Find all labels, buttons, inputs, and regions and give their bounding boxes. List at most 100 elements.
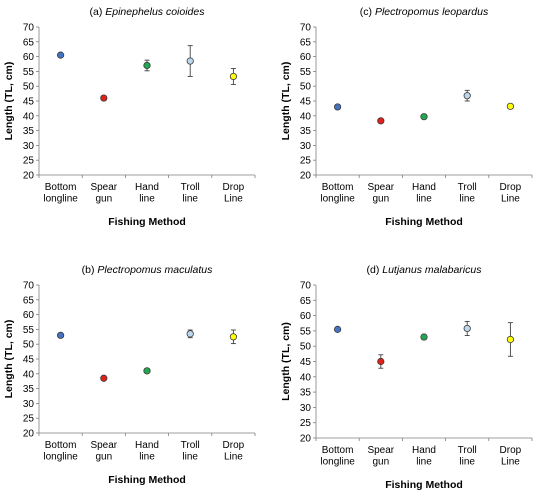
x-tick-label: Spear gun xyxy=(367,445,394,468)
x-tick-label: Bottom longline xyxy=(320,445,355,468)
y-tick-label: 55 xyxy=(23,67,35,78)
x-tick-label: Troll line xyxy=(458,445,477,468)
panel-title-species: Plectropomus maculatus xyxy=(97,264,213,276)
y-tick-label: 50 xyxy=(300,82,312,93)
x-tick-label-line: Hand xyxy=(135,440,159,451)
x-tick-label: Hand line xyxy=(412,445,436,468)
chart-panel: (d) Lutjanus malabaricus 20 25 30 35 40 45 50 55… xyxy=(280,264,533,491)
x-tick-label-line: gun xyxy=(372,194,389,205)
x-tick-label-line: Hand xyxy=(412,445,436,456)
y-tick-label: 20 xyxy=(23,171,35,182)
y-tick-label: 40 xyxy=(300,372,312,383)
data-point xyxy=(420,113,428,121)
x-tick-label: Drop Line xyxy=(500,182,522,205)
x-tick-label-line: Hand xyxy=(412,182,436,193)
x-tick-label-line: gun xyxy=(95,194,112,205)
y-tick-label: 65 xyxy=(23,37,35,48)
x-tick-label-line: Hand xyxy=(135,182,159,193)
x-tick-label: Hand line xyxy=(412,182,436,205)
x-axis-title: Fishing Method xyxy=(108,216,186,228)
x-tick-label: Bottom longline xyxy=(320,182,355,205)
x-tick-label-line: Troll xyxy=(181,440,200,451)
data-point xyxy=(333,103,342,111)
y-tick-label: 30 xyxy=(23,141,35,152)
x-tick-label-line: line xyxy=(459,194,475,205)
data-point xyxy=(143,61,151,70)
data-point xyxy=(333,325,342,333)
data-point xyxy=(143,367,151,375)
x-tick-label-line: Bottom xyxy=(45,440,77,451)
y-tick-label: 50 xyxy=(300,342,312,353)
y-tick-label: 25 xyxy=(23,414,35,425)
data-point xyxy=(229,72,237,81)
y-tick-label: 25 xyxy=(300,156,312,167)
data-point xyxy=(506,335,514,344)
x-tick-label-line: Drop xyxy=(500,445,522,456)
y-tick-label: 65 xyxy=(23,295,35,306)
y-tick-label: 40 xyxy=(23,111,35,122)
x-tick-label-line: line xyxy=(416,194,432,205)
panel-title-prefix: (a) xyxy=(90,6,106,18)
y-tick-label: 50 xyxy=(23,82,35,93)
y-axis-title: Length (TL, cm) xyxy=(280,62,292,141)
chart-panel: (c) Plectropomus leopardus 20 25 30 35 40 45 50… xyxy=(280,6,533,228)
y-tick-label: 60 xyxy=(23,310,35,321)
x-tick-label: Drop Line xyxy=(223,182,245,205)
chart-panel: (a) Epinephelus coioides 20 25 30 35 40 45 50 55… xyxy=(3,6,256,228)
panel-title-species: Plectropomus leopardus xyxy=(375,6,489,18)
x-tick-label-line: line xyxy=(416,457,432,468)
x-tick-label-line: line xyxy=(139,194,155,205)
y-tick-label: 35 xyxy=(23,384,35,395)
y-axis-title: Length (TL, cm) xyxy=(3,320,15,399)
x-tick-label-line: Line xyxy=(224,452,243,463)
y-tick-label: 30 xyxy=(23,399,35,410)
y-tick-label: 45 xyxy=(300,357,312,368)
panel-title-prefix: (d) xyxy=(367,264,383,276)
x-tick-label-line: Line xyxy=(224,194,243,205)
x-tick-label-line: Troll xyxy=(458,182,477,193)
y-tick-label: 20 xyxy=(300,434,312,445)
panel-title-prefix: (b) xyxy=(82,264,98,276)
y-axis-title: Length (TL, cm) xyxy=(280,322,292,401)
x-tick-label: Hand line xyxy=(135,182,159,205)
y-axis-title: Length (TL, cm) xyxy=(3,62,15,141)
y-tick-label: 40 xyxy=(23,369,35,380)
y-tick-label: 35 xyxy=(300,126,312,137)
x-tick-label: Bottom longline xyxy=(43,440,78,463)
y-tick-label: 50 xyxy=(23,340,35,351)
y-tick-label: 45 xyxy=(23,355,35,366)
x-tick-label-line: Drop xyxy=(223,440,245,451)
data-point xyxy=(506,102,514,110)
x-tick-label-line: Line xyxy=(501,194,520,205)
x-tick-label-line: Drop xyxy=(500,182,522,193)
y-tick-label: 45 xyxy=(23,97,35,108)
x-tick-label: Troll line xyxy=(181,182,200,205)
x-tick-label-line: line xyxy=(182,452,198,463)
y-tick-label: 65 xyxy=(300,37,312,48)
y-tick-label: 55 xyxy=(300,67,312,78)
data-point xyxy=(100,94,108,102)
data-point xyxy=(56,51,65,59)
x-tick-label: Drop Line xyxy=(223,440,245,463)
data-point xyxy=(463,92,471,100)
y-tick-label: 70 xyxy=(300,281,312,292)
y-tick-label: 40 xyxy=(300,111,312,122)
y-tick-label: 60 xyxy=(300,52,312,63)
x-tick-label-line: gun xyxy=(372,457,389,468)
x-tick-label-line: line xyxy=(459,457,475,468)
y-tick-label: 30 xyxy=(300,141,312,152)
chart-panel: (b) Plectropomus maculatus 20 25 30 35 40 45 50… xyxy=(3,264,256,486)
data-point xyxy=(377,357,385,366)
y-tick-label: 65 xyxy=(300,296,312,307)
x-tick-label-line: longline xyxy=(43,452,78,463)
data-point xyxy=(377,117,385,125)
x-tick-label: Hand line xyxy=(135,440,159,463)
x-tick-label-line: longline xyxy=(320,194,355,205)
x-tick-label-line: Drop xyxy=(223,182,245,193)
x-tick-label-line: line xyxy=(182,194,198,205)
y-tick-label: 70 xyxy=(300,23,312,34)
data-point xyxy=(186,57,194,65)
x-tick-label-line: longline xyxy=(320,457,355,468)
y-tick-label: 60 xyxy=(23,52,35,63)
